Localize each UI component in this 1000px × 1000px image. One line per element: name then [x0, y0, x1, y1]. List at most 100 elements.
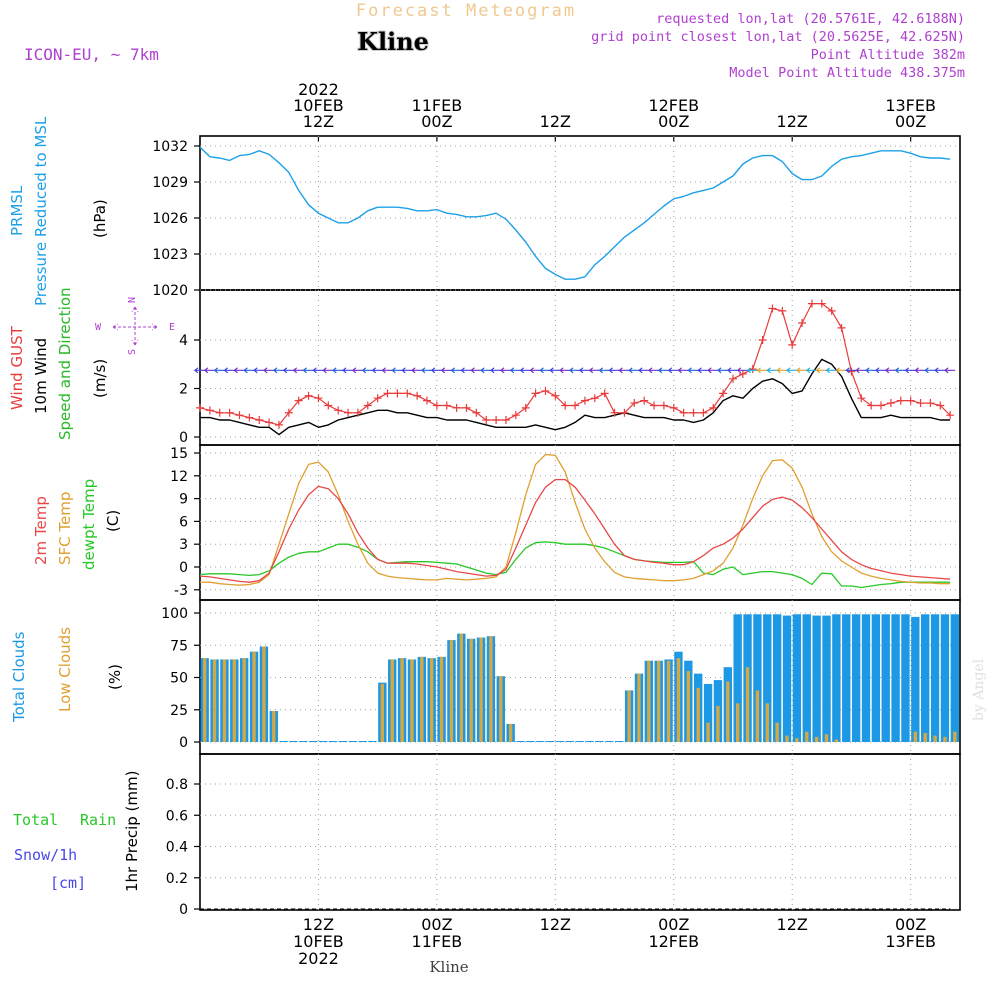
gust-marker: [462, 403, 471, 412]
ytick-label: 1029: [152, 175, 188, 191]
gust-marker: [758, 336, 767, 344]
low-cloud-bar: [913, 731, 918, 742]
wind-arrow: [706, 367, 719, 374]
ytick-label: 100: [161, 606, 188, 622]
wind-arrow: [489, 367, 502, 374]
low-cloud-bar: [499, 676, 503, 742]
low-cloud-bar: [380, 683, 385, 742]
wind-arrow: [607, 367, 620, 374]
total-cloud-bar: [782, 615, 792, 742]
total-cloud-bar: [536, 741, 545, 742]
top-axis-label: 13FEB: [885, 96, 936, 115]
total-cloud-bar: [802, 614, 811, 742]
top-axis-label: 12Z: [540, 112, 571, 131]
low-cloud-bar: [676, 658, 681, 742]
low-cloud-bar: [696, 687, 700, 742]
total-cloud-bar: [842, 614, 851, 742]
ytick-label: 0: [179, 735, 188, 751]
panel-frame-temp: [199, 444, 961, 601]
total-cloud-bar: [832, 614, 841, 742]
wind-arrow: [825, 367, 837, 374]
low-cloud-bar: [508, 723, 513, 742]
ytick-label: 3: [179, 537, 188, 553]
low-cloud-bar: [272, 711, 276, 742]
wind-10m-line: [200, 358, 951, 436]
ytick-label: 75: [170, 638, 188, 654]
top-axis-label: 11FEB: [412, 96, 463, 115]
wind-arrow: [538, 367, 551, 374]
wind-arrow: [884, 367, 896, 374]
wind-arrow: [440, 367, 452, 374]
precip-axis-label: 1hr Precip (mm): [123, 771, 141, 892]
pressure-panel-labels: PRMSL Pressure Reduced to MSL (hPa): [8, 116, 109, 306]
total-cloud-bar: [565, 741, 575, 742]
wind-arrow: [242, 367, 255, 374]
low-cloud-bar: [706, 722, 710, 742]
wind-arrow: [676, 367, 689, 374]
total-cloud-bar: [733, 614, 742, 742]
compass-n: N: [127, 297, 138, 303]
ytick-label: 1032: [152, 139, 188, 155]
total-cloud-bar: [595, 741, 604, 742]
ytick-label: 15: [170, 446, 188, 462]
low-cloud-bar: [627, 690, 631, 742]
wind-arrow: [331, 367, 344, 374]
gust-marker: [511, 411, 520, 420]
gust-marker: [768, 304, 777, 313]
gust-marker: [807, 299, 816, 308]
wind-direction-arrows: [193, 367, 956, 374]
gust-marker: [521, 403, 530, 412]
gust-marker: [650, 401, 659, 410]
wind-arrow: [390, 367, 403, 374]
gust-marker: [363, 401, 372, 410]
wind-arrow: [716, 367, 729, 374]
gust-marker: [857, 394, 866, 403]
gust-markers: [196, 299, 955, 429]
total-cloud-bar: [299, 741, 308, 742]
total-cloud-bar: [940, 614, 950, 742]
wind-unit-label: (m/s): [91, 359, 109, 398]
total-cloud-bar: [772, 614, 782, 742]
total-cloud-bar: [309, 741, 318, 742]
ytick-label: 1023: [152, 247, 188, 263]
gust-marker: [926, 399, 935, 408]
gust-marker: [472, 408, 481, 417]
low-cloud-bar: [666, 660, 671, 742]
wind-arrow: [420, 367, 433, 374]
gust-marker: [798, 319, 807, 328]
low-cloud-bar: [686, 671, 690, 742]
total-cloud-bar: [516, 741, 525, 742]
compass-s: S: [127, 349, 138, 355]
total-cloud-bar: [545, 741, 555, 742]
wind-arrow: [222, 367, 235, 374]
total-cloud-bar: [358, 741, 367, 742]
wind-arrow: [913, 367, 926, 374]
grid-point-coords: grid point closest lon,lat (20.5625E, 42…: [591, 29, 965, 45]
gust-marker: [541, 386, 550, 395]
bottom-axis-label: 13FEB: [885, 932, 936, 951]
low-cloud-bar: [824, 734, 829, 742]
gust-marker: [600, 389, 609, 398]
footer-location: Kline: [429, 958, 468, 976]
cloud-bars: [200, 614, 959, 742]
wind-gust-label: Wind GUST: [8, 325, 26, 410]
dewpt-line: [199, 541, 951, 589]
top-axis-label: 12FEB: [648, 96, 699, 115]
wind-arrow: [252, 367, 265, 374]
gust-marker: [432, 401, 441, 410]
low-clouds-label: Low Clouds: [56, 627, 74, 712]
wind-arrow: [765, 367, 778, 374]
total-cloud-bar: [368, 741, 377, 742]
total-cloud-bar: [950, 614, 959, 742]
low-cloud-bar: [805, 731, 809, 742]
gust-marker: [709, 403, 718, 412]
wind-arrow: [203, 367, 215, 374]
wind-arrow: [193, 367, 205, 374]
top-axis-label: 12Z: [303, 112, 334, 131]
low-cloud-bar: [755, 690, 760, 742]
gust-marker: [353, 408, 362, 417]
wind-arrow: [351, 367, 363, 374]
gust-marker: [452, 403, 461, 412]
gust-marker: [531, 389, 540, 398]
